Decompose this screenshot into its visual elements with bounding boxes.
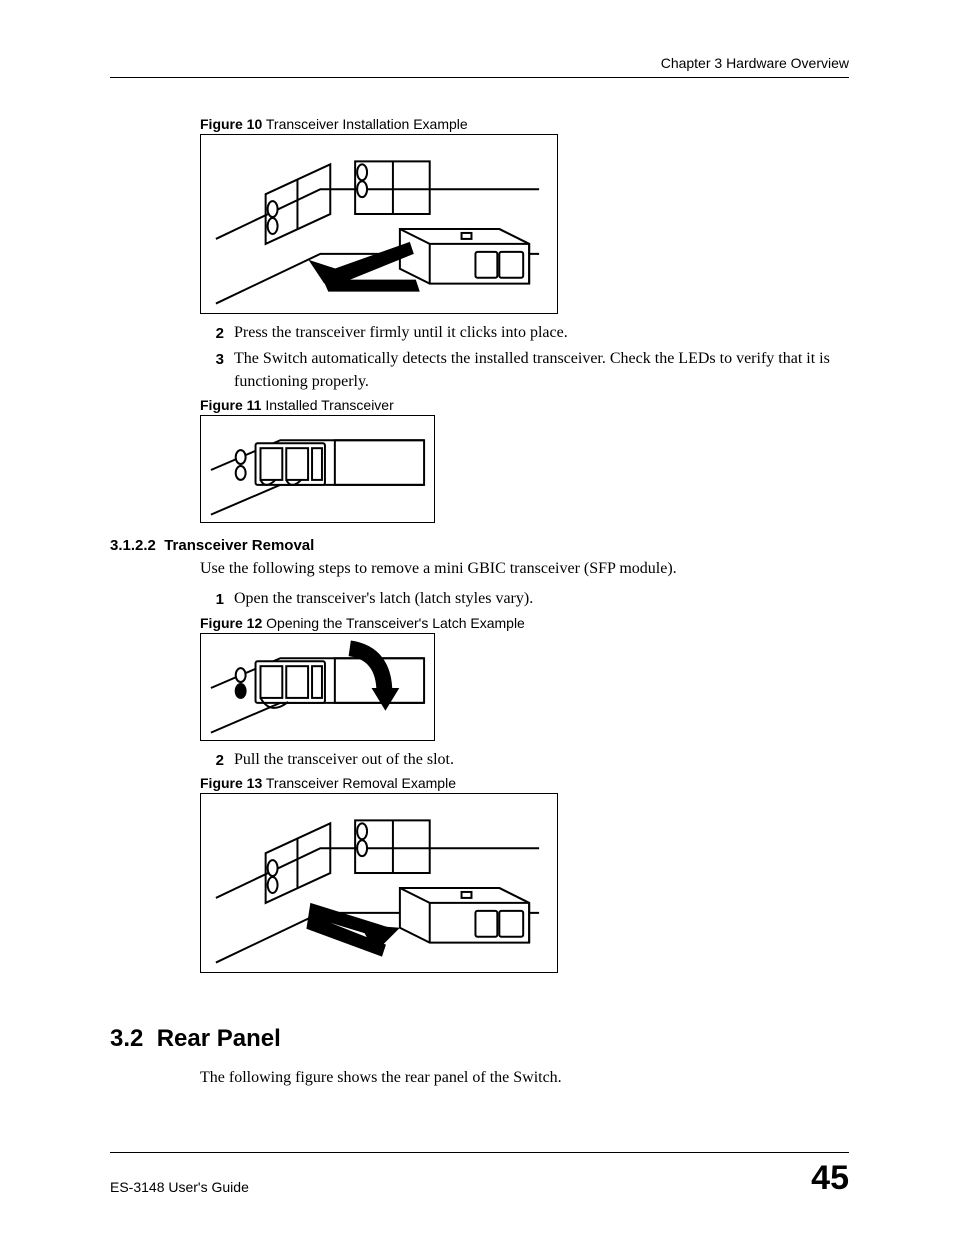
figure-11-label: Figure 11 [200, 397, 261, 413]
removal-intro: Use the following steps to remove a mini… [200, 560, 849, 578]
step-text: Pull the transceiver out of the slot. [234, 749, 849, 771]
figure-10-image [200, 134, 558, 314]
figure-12-label: Figure 12 [200, 615, 262, 631]
figure-13-title: Transceiver Removal Example [262, 775, 456, 791]
footer-guide-title: ES-3148 User's Guide [110, 1179, 249, 1195]
figure-10-label: Figure 10 [200, 116, 262, 132]
section-3-2-number: 3.2 [110, 1025, 143, 1052]
removal-steps: 1 Open the transceiver's latch (latch st… [200, 588, 849, 610]
figure-13-label: Figure 13 [200, 775, 262, 791]
install-steps: 2 Press the transceiver firmly until it … [200, 322, 849, 393]
header-rule [110, 77, 849, 78]
subsection-number: 3.1.2.2 [110, 537, 156, 554]
step-text: Press the transceiver firmly until it cl… [234, 322, 849, 344]
step-number: 2 [200, 749, 234, 771]
removal-steps-2: 2 Pull the transceiver out of the slot. [200, 749, 849, 771]
figure-13-caption: Figure 13 Transceiver Removal Example [200, 775, 849, 791]
figure-12-caption: Figure 12 Opening the Transceiver's Latc… [200, 615, 849, 631]
removal-step-1: 1 Open the transceiver's latch (latch st… [200, 588, 849, 610]
figure-11-caption: Figure 11 Installed Transceiver [200, 397, 849, 413]
step-text: The Switch automatically detects the ins… [234, 348, 849, 393]
subsection-title: Transceiver Removal [164, 537, 314, 554]
running-header: Chapter 3 Hardware Overview [110, 55, 849, 71]
figure-11-title: Installed Transceiver [261, 397, 393, 413]
figure-13-image [200, 793, 558, 973]
step-number: 2 [200, 322, 234, 344]
footer-rule [110, 1152, 849, 1153]
figure-10-caption: Figure 10 Transceiver Installation Examp… [200, 116, 849, 132]
subsection-3-1-2-2-heading: 3.1.2.2 Transceiver Removal [110, 537, 849, 554]
step-number: 1 [200, 588, 234, 610]
footer-page-number: 45 [811, 1161, 849, 1195]
figure-12-title: Opening the Transceiver's Latch Example [262, 615, 525, 631]
step-text: Open the transceiver's latch (latch styl… [234, 588, 849, 610]
figure-11-image [200, 415, 435, 523]
removal-step-2: 2 Pull the transceiver out of the slot. [200, 749, 849, 771]
install-step-2: 2 Press the transceiver firmly until it … [200, 322, 849, 344]
install-step-3: 3 The Switch automatically detects the i… [200, 348, 849, 393]
figure-10-title: Transceiver Installation Example [262, 116, 467, 132]
step-number: 3 [200, 348, 234, 393]
section-3-2-intro: The following figure shows the rear pane… [200, 1069, 849, 1087]
section-3-2-heading: 3.2 Rear Panel [110, 1025, 849, 1053]
section-3-2-title: Rear Panel [157, 1025, 281, 1052]
figure-12-image [200, 633, 435, 741]
page-footer: ES-3148 User's Guide 45 [110, 1152, 849, 1195]
